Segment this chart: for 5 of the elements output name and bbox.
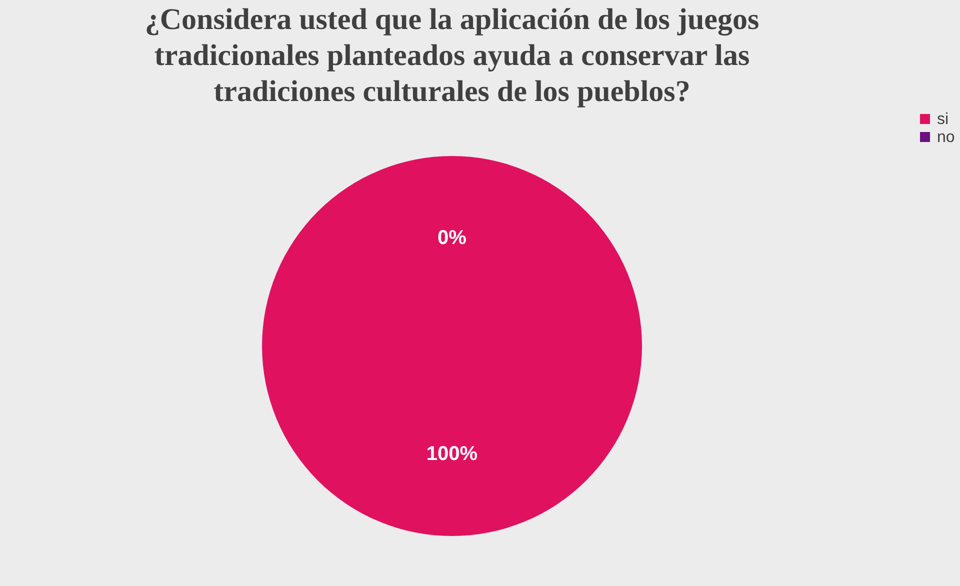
- text: 0%: [438, 227, 466, 249]
- legend-label: no: [937, 129, 955, 146]
- data-label: 100%: [426, 443, 478, 465]
- legend-label: si: [937, 111, 949, 128]
- chart-title: ¿Considera usted que la aplicación de los juegos tradicionales planteados ayuda a conservar las tradiciones culturales de los pueblos?: [144, 3, 760, 108]
